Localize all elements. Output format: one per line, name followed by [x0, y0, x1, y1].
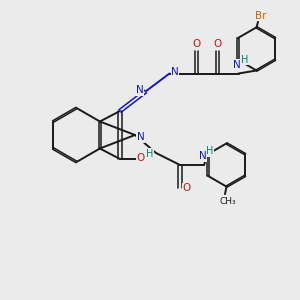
Text: H: H — [146, 148, 153, 159]
Text: H: H — [206, 146, 214, 156]
Text: O: O — [136, 153, 145, 164]
Text: N: N — [136, 132, 144, 142]
Text: N: N — [233, 59, 241, 70]
Text: H: H — [242, 55, 249, 65]
Text: N: N — [199, 151, 206, 161]
Text: Br: Br — [255, 11, 267, 21]
Text: CH₃: CH₃ — [219, 197, 236, 206]
Text: N: N — [171, 67, 179, 77]
Text: O: O — [182, 183, 191, 193]
Text: O: O — [213, 39, 222, 50]
Text: N: N — [136, 85, 143, 95]
Text: O: O — [192, 39, 201, 50]
